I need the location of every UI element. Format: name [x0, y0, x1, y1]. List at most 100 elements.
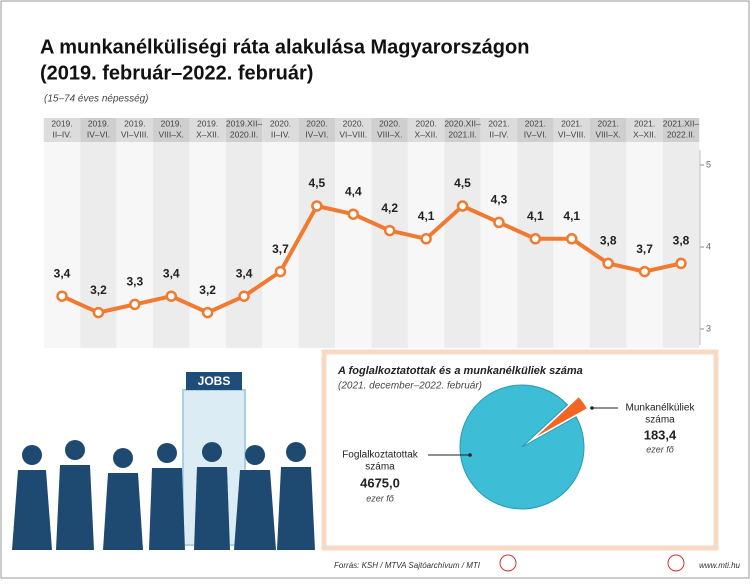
marker: [201, 306, 214, 319]
x-tick-label: VIII–X.: [158, 129, 184, 139]
value-label: 4,1: [418, 209, 435, 223]
value-label: 4,1: [563, 209, 580, 223]
column-header: [407, 118, 445, 142]
y-tick-label: 5: [706, 159, 711, 169]
column-band: [407, 118, 445, 348]
pie-slice: [459, 384, 585, 510]
pie-value: 183,4: [644, 427, 677, 442]
value-label: 3,4: [54, 266, 71, 280]
y-tick-label: 4: [706, 241, 711, 251]
value-label: 4,2: [381, 201, 398, 215]
column-header: [153, 118, 190, 142]
column-header: [298, 118, 336, 142]
column-header: [43, 118, 81, 142]
value-label: 4,5: [309, 176, 326, 190]
title-line-2: (2019. február–2022. február): [40, 62, 313, 84]
value-label: 3,8: [600, 234, 617, 248]
x-tick-label: 2019.: [197, 118, 218, 128]
x-tick-label: VIII–X.: [377, 129, 403, 139]
x-tick-label: 2020.II.: [230, 129, 258, 139]
x-tick-label: 2021.: [488, 118, 509, 128]
legend-label: száma: [365, 462, 395, 473]
line: [61, 204, 682, 315]
marker: [675, 257, 687, 270]
column-header: [444, 118, 481, 142]
column-header: [225, 118, 263, 142]
x-tick-label: VI–VIII.: [339, 129, 367, 139]
x-tick-label: 2020.: [379, 118, 400, 128]
column-band: [116, 118, 154, 348]
marker: [129, 298, 141, 311]
legend-label: Foglalkoztatottak: [342, 450, 419, 461]
legend-label: Munkanélküliek: [626, 403, 696, 414]
leader-dot: [468, 453, 472, 457]
marker: [566, 233, 578, 245]
subtitle: (15–74 éves népesség): [44, 94, 149, 105]
column-header: [116, 118, 154, 142]
column-header: [371, 118, 408, 142]
marker: [238, 290, 250, 302]
column-header: [80, 118, 117, 142]
x-tick-label: 2020.: [270, 118, 291, 128]
column-header: [517, 118, 554, 142]
column-band: [480, 118, 518, 348]
column-header: [553, 118, 590, 142]
column-header: [589, 118, 627, 142]
x-tick-label: 2019.XII–: [226, 118, 263, 128]
x-tick-label: 2021.: [561, 118, 582, 128]
x-tick-label: 2019.: [124, 118, 145, 128]
jobs-text: JOBS: [198, 374, 231, 388]
column-header: [189, 118, 226, 142]
x-tick-label: II–IV.: [489, 129, 508, 139]
pie-unit: ezer fő: [366, 493, 395, 503]
x-tick-label: VI–VIII.: [121, 129, 149, 139]
x-tick-label: II–IV.: [52, 129, 71, 139]
column-band: [298, 118, 336, 348]
logo: [499, 554, 517, 572]
x-tick-label: 2021.II.: [448, 129, 476, 139]
marker: [311, 200, 323, 212]
x-tick-label: VIII–X.: [595, 129, 621, 139]
pie-slice: [532, 395, 589, 440]
column-band: [262, 118, 299, 348]
x-tick-label: 2019.: [88, 118, 109, 128]
value-label: 3,7: [272, 242, 289, 256]
column-header: [480, 118, 518, 142]
x-tick-label: 2020.: [343, 118, 364, 128]
x-tick-label: IV–VI.: [305, 129, 328, 139]
column-header: [626, 118, 663, 142]
column-band: [553, 118, 590, 348]
column-header: [262, 118, 299, 142]
pie-value: 4675,0: [360, 475, 400, 490]
source: Forrás: KSH / MTVA Sajtóarchívum / MTI: [334, 561, 481, 570]
value-label: 3,7: [636, 242, 653, 256]
leader-dot: [590, 406, 594, 410]
legend-label: száma: [645, 415, 675, 426]
x-tick-label: 2021.: [525, 118, 546, 128]
value-label: 3,4: [163, 266, 180, 280]
x-tick-label: X–XII.: [196, 129, 219, 139]
pie-title: A foglalkoztatottak és a munkanélküliek …: [337, 365, 583, 377]
marker: [493, 216, 505, 229]
x-tick-label: 2019.: [51, 118, 72, 128]
logo: [667, 554, 685, 572]
jobs-sign: [186, 372, 242, 390]
column-band: [589, 118, 627, 348]
marker: [347, 208, 360, 220]
value-label: 3,2: [199, 283, 216, 297]
x-tick-label: 2021.: [634, 118, 655, 128]
column-band: [43, 118, 81, 348]
people: [12, 440, 315, 550]
value-label: 4,3: [491, 193, 508, 207]
x-tick-label: 2021.: [598, 118, 619, 128]
marker: [420, 233, 432, 245]
x-tick-label: X–XII.: [633, 129, 656, 139]
column-band: [225, 118, 263, 348]
marker: [602, 257, 614, 270]
marker: [456, 200, 469, 212]
marker: [383, 224, 396, 237]
x-tick-label: IV–VI.: [524, 129, 547, 139]
pie-subtitle: (2021. december–2022. február): [338, 381, 482, 392]
marker: [529, 233, 542, 245]
